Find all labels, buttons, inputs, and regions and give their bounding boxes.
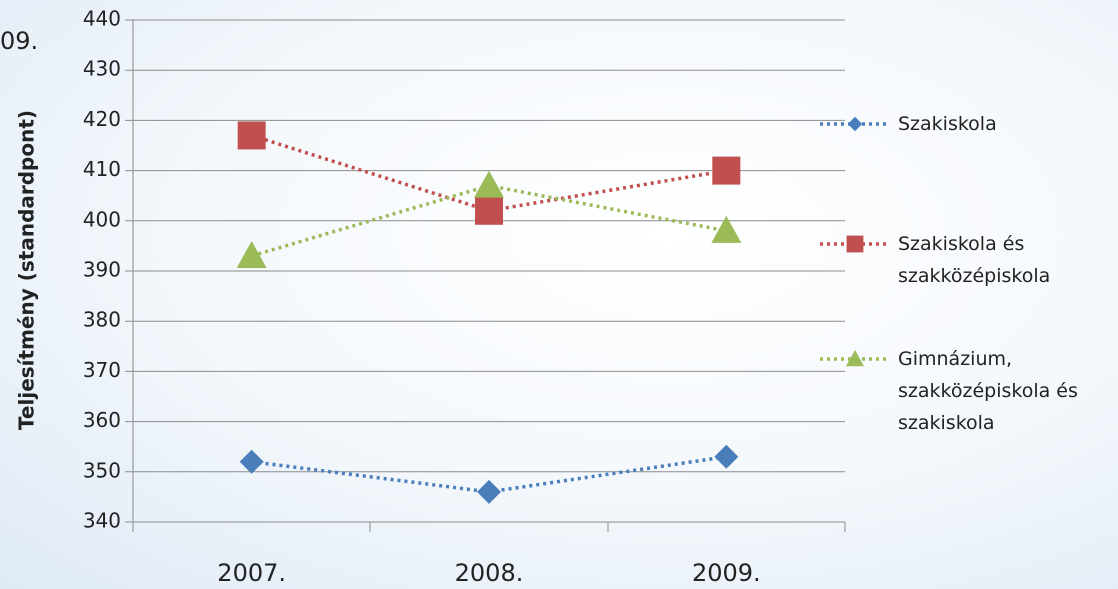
y-tick-label: 370 (83, 358, 121, 382)
marker (237, 121, 266, 150)
y-tick-label: 350 (83, 458, 121, 482)
marker (474, 170, 504, 198)
legend-label: Gimnázium, szakközépiskola és szakiskola (898, 348, 1078, 434)
y-tick-label: 430 (83, 57, 121, 81)
marker (239, 449, 264, 474)
y-tick-label: 380 (83, 308, 121, 332)
y-tick-label: 410 (83, 157, 121, 181)
marker (714, 444, 739, 469)
chart-title: 09. (0, 27, 38, 55)
legend-label: Szakiskola és szakközépiskola (898, 233, 1051, 287)
x-tick-label: 2007. (217, 559, 286, 587)
x-tick-label: 2009. (692, 559, 761, 587)
marker (847, 116, 863, 132)
y-tick-label: 400 (83, 207, 121, 231)
y-tick-label: 340 (83, 509, 121, 533)
legend-label: Szakiskola (898, 113, 997, 135)
marker (846, 350, 864, 367)
y-tick-label: 390 (83, 258, 121, 282)
marker (477, 479, 501, 504)
x-tick-label: 2008. (455, 559, 524, 587)
marker (712, 156, 741, 185)
y-tick-label: 420 (83, 107, 121, 131)
marker (236, 240, 267, 268)
marker (475, 196, 503, 225)
y-tick-label: 360 (83, 408, 121, 432)
y-axis-label: Teljesítmény (standardpont) (15, 110, 39, 430)
y-tick-label: 440 (83, 7, 121, 31)
marker (711, 215, 742, 243)
marker (846, 235, 864, 253)
